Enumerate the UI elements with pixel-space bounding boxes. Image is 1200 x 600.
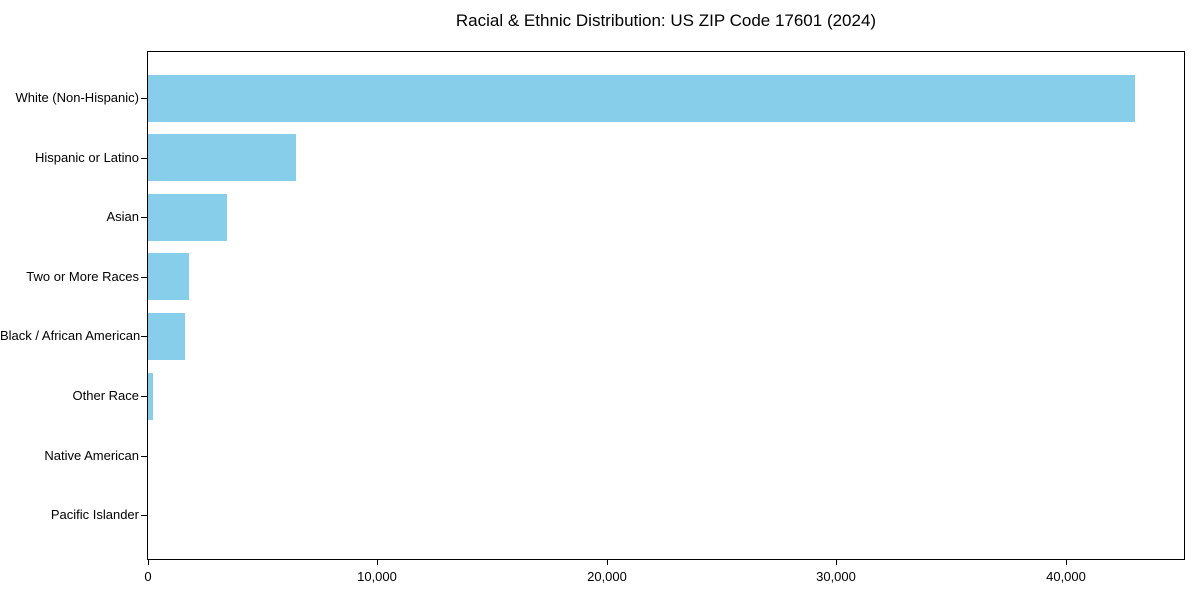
y-tick-mark [141,456,147,457]
x-tick-label: 40,000 [1046,569,1086,584]
y-tick-mark [141,396,147,397]
x-tick-mark [836,560,837,565]
bar-asian [148,193,227,241]
x-tick-label: 10,000 [357,569,397,584]
x-tick-mark [1066,560,1067,565]
bar-other-race [148,372,153,420]
bar-white-non-hispanic [148,74,1135,122]
y-tick-label: White (Non-Hispanic) [15,90,139,105]
bar-hispanic-or-latino [148,134,296,182]
y-tick-label: Native American [44,448,139,463]
plot-area [147,51,1185,560]
bar-black-african-american [148,312,185,360]
y-tick-mark [141,277,147,278]
x-tick-mark [377,560,378,565]
y-tick-label: Two or More Races [26,269,139,284]
y-tick-label: Pacific Islander [50,507,139,522]
y-tick-mark [141,158,147,159]
y-tick-mark [141,98,147,99]
y-tick-mark [141,217,147,218]
x-tick-label: 30,000 [816,569,856,584]
y-tick-label: Hispanic or Latino [34,150,139,165]
x-tick-mark [148,560,149,565]
chart-title: Racial & Ethnic Distribution: US ZIP Cod… [455,11,877,30]
x-tick-label: 0 [144,569,152,584]
y-tick-label: Asian [106,209,139,224]
y-tick-label: Black / African American [0,328,141,343]
bar-two-or-more-races [148,253,189,301]
y-tick-mark [141,336,147,337]
y-tick-mark [141,515,147,516]
x-tick-mark [607,560,608,565]
y-tick-label: Other Race [72,388,139,403]
x-tick-label: 20,000 [587,569,627,584]
